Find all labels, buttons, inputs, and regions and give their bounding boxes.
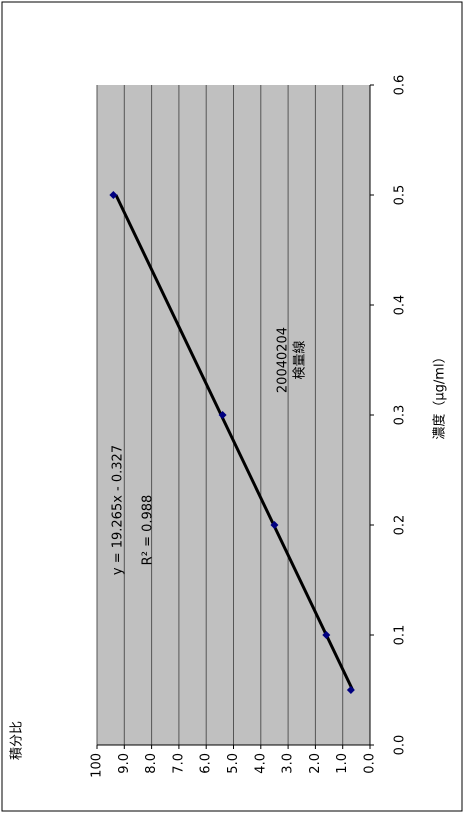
- y-tick-label: 1.0: [335, 753, 350, 774]
- x-tick-label: 0.3: [393, 405, 408, 426]
- y-tick-label: 0.0: [363, 753, 378, 774]
- x-tick-label: 0.4: [393, 295, 408, 316]
- trendline-r2: R² = 0.988: [141, 495, 156, 566]
- x-tick-label: 0.1: [393, 625, 408, 646]
- data-point: [109, 191, 118, 199]
- y-tick-label: 9.0: [117, 753, 132, 774]
- x-tick-label: 0.2: [393, 515, 408, 536]
- rotated-chart: 0.0 1.0 2.0 3.0 4.0 5.0 6.0 7.0 8.0 9.0 100 0.0 0.1 0…: [10, 75, 448, 778]
- y-tick-label: 100: [90, 753, 105, 778]
- chart-title: 20040204: [276, 327, 291, 393]
- x-axis-label: 濃度（μg/ml）: [432, 350, 448, 439]
- y-tick-label: 2.0: [308, 753, 323, 774]
- data-point: [270, 521, 279, 529]
- data-point: [346, 686, 355, 694]
- y-tick-label: 3.0: [281, 753, 296, 774]
- y-tick-label: 5.0: [226, 753, 241, 774]
- y-tick-label: 6.0: [199, 753, 214, 774]
- y-tick-label: 8.0: [144, 753, 159, 774]
- y-tick-label: 4.0: [253, 753, 268, 774]
- x-tick-label: 0.6: [393, 75, 408, 96]
- y-axis-label: 積分比: [10, 721, 25, 760]
- data-point: [218, 411, 227, 419]
- trendline: [114, 194, 354, 691]
- trendline-equation: y = 19.265x - 0.327: [111, 445, 126, 575]
- chart-subtitle: 検量線: [292, 340, 308, 379]
- y-tick-label: 7.0: [171, 753, 186, 774]
- x-tick-label: 0.5: [393, 185, 408, 206]
- data-point: [322, 631, 331, 639]
- x-tick-label: 0.0: [393, 735, 408, 756]
